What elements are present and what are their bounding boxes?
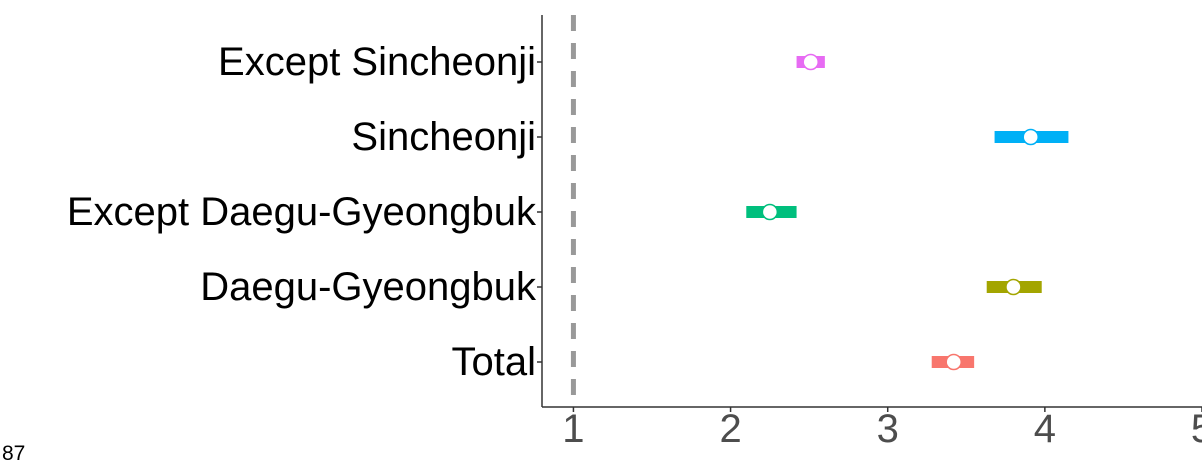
x-tick-label: 5 <box>1191 407 1202 451</box>
point-estimate <box>1005 278 1022 296</box>
x-tick-label: 3 <box>877 407 899 451</box>
x-tick-label: 2 <box>719 407 741 451</box>
point-estimate <box>1022 128 1039 146</box>
page-number: 87 <box>2 442 26 465</box>
point-estimate <box>945 353 962 371</box>
x-tick-label: 1 <box>562 407 584 451</box>
category-label: Daegu-Gyeongbuk <box>200 265 537 309</box>
category-label: Total <box>452 340 537 384</box>
category-label: Except Daegu-Gyeongbuk <box>67 190 537 234</box>
point-estimate <box>802 53 819 71</box>
x-tick-label: 4 <box>1034 407 1056 451</box>
category-label: Sincheonji <box>351 115 536 159</box>
category-label: Except Sincheonji <box>218 40 536 84</box>
point-estimate <box>761 203 779 221</box>
